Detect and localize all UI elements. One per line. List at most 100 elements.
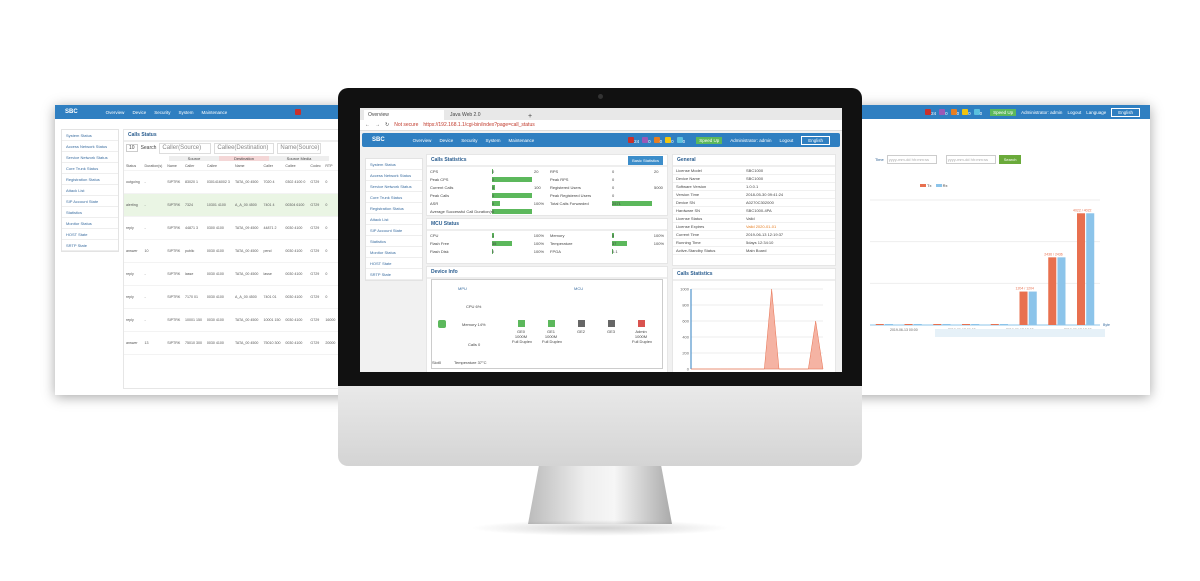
sidebar-item[interactable]: Statistics xyxy=(62,207,118,218)
table-row[interactable]: reply - SIPTRK 44871 3 0300 4100 TATA_09 4500… xyxy=(124,216,355,240)
column-header[interactable]: Callee xyxy=(204,162,233,171)
sidebar-item[interactable]: Service Network Status xyxy=(62,152,118,163)
table-row[interactable]: reply - SIPTRK 7170 01 0030 4100 A_A_00 4500 7… xyxy=(124,285,355,309)
alarm-icon[interactable] xyxy=(295,108,302,116)
table-row[interactable]: answer 13 SIPTRK 75010 300 0030 4100 TATA_00 … xyxy=(124,331,355,355)
sidebar-item[interactable]: SRTP State xyxy=(366,269,422,280)
alarm-badge[interactable]: 0 xyxy=(653,136,662,144)
port-admin[interactable]: Admin 1000M Full Duplex xyxy=(632,320,652,344)
column-header[interactable]: Name xyxy=(232,162,262,171)
language-select[interactable]: English xyxy=(1111,107,1140,117)
table-cell: 7170 01 xyxy=(182,285,205,309)
tab-java[interactable]: Java Web 2.0 xyxy=(450,112,481,118)
nav-security[interactable]: Security xyxy=(461,137,478,143)
sidebar-item[interactable]: Service Network Status xyxy=(366,181,422,192)
page-size-select[interactable]: 10 xyxy=(126,144,138,152)
stat-label: FPGA xyxy=(550,248,561,254)
table-cell: 0030 4100 xyxy=(283,239,309,263)
table-row[interactable]: answer 10 SIPTRK public 0030 4100 TATA_00 450… xyxy=(124,239,355,263)
alarm-icon xyxy=(676,136,683,143)
filter-name[interactable]: Name(Source) xyxy=(277,142,322,154)
port-ge2[interactable]: GE2 xyxy=(572,320,590,344)
sidebar-item[interactable]: HOST State xyxy=(366,258,422,269)
query-button[interactable]: Search xyxy=(998,155,1022,164)
url-field[interactable]: https://192.168.1.1/cgi-bin/index?page=c… xyxy=(423,122,535,128)
speedup-button[interactable]: Speed Up xyxy=(990,108,1017,116)
column-header[interactable]: RTP xyxy=(323,162,338,171)
sidebar-item[interactable]: Monitor Status xyxy=(366,247,422,258)
sidebar-item[interactable]: Registration Status xyxy=(366,203,422,214)
alarm-badge[interactable]: 0 xyxy=(642,136,651,144)
sidebar-item[interactable]: Attack List xyxy=(366,214,422,225)
new-tab-button[interactable]: + xyxy=(528,113,533,120)
logout-link[interactable]: Logout xyxy=(1067,109,1082,115)
sidebar-item[interactable]: Attack List xyxy=(62,185,118,196)
port-ge3[interactable]: GE3 xyxy=(602,320,620,344)
filter-callee[interactable]: Callee(Destination) xyxy=(214,142,275,154)
alarm-badge[interactable]: 0 xyxy=(950,108,959,116)
nav-maintenance[interactable]: Maintenance xyxy=(508,137,535,143)
alarm-icons[interactable]: 24 0 0 0 0 xyxy=(925,108,985,116)
sidebar-item[interactable]: Registration Status xyxy=(62,174,118,185)
nav-maintenance[interactable]: Maintenance xyxy=(201,109,228,115)
speedup-button[interactable]: Speed Up xyxy=(696,136,723,144)
nav-device[interactable]: Device xyxy=(132,109,147,115)
basic-statistics-button[interactable]: Basic Statistics xyxy=(628,156,663,165)
nav-overview[interactable]: Overview xyxy=(105,109,125,115)
filter-caller[interactable]: Caller(Source) xyxy=(159,142,212,154)
general-row: Software Version 1.0.0.1 xyxy=(673,183,835,191)
column-header[interactable]: Caller xyxy=(182,162,205,171)
sidebar-item[interactable]: System Status xyxy=(366,159,422,170)
table-row[interactable]: outgoing - SIPTRK 83020 1 0301416002 3 TATA_0… xyxy=(124,170,355,194)
tab-overview[interactable]: Overview xyxy=(364,110,444,120)
table-row[interactable]: reply - SIPTRK lasse 0030 4100 TATA_00 4500 la… xyxy=(124,262,355,286)
port-ge0[interactable]: GE0 1000M Full Duplex xyxy=(512,320,532,344)
alarm-badge[interactable]: 0 xyxy=(939,108,948,116)
table-row[interactable]: alerting - SIPTRK 7324 10301 4100 A_A_00 4500… xyxy=(124,193,355,217)
sidebar-item[interactable]: Access Network Status xyxy=(62,141,118,152)
alarm-badge[interactable]: 0 xyxy=(665,136,674,144)
alarm-badge[interactable]: 24 xyxy=(925,108,936,116)
table-cell: 7324 xyxy=(182,193,205,217)
alarm-badge[interactable]: 24 xyxy=(628,136,639,144)
sidebar-item[interactable]: Statistics xyxy=(366,236,422,247)
table-cell: - xyxy=(142,262,166,286)
table-row[interactable]: reply - SIPTRK 10001 150 0030 4100 TATA_00 45… xyxy=(124,308,355,332)
sidebar-item[interactable]: Monitor Status xyxy=(62,218,118,229)
sidebar-item[interactable]: Core Trunk Status xyxy=(62,163,118,174)
nav-overview[interactable]: Overview xyxy=(412,137,432,143)
sidebar-item[interactable]: HOST State xyxy=(62,229,118,240)
chart-zoom-slider[interactable] xyxy=(935,329,1105,337)
back-icon[interactable]: ← xyxy=(365,122,370,128)
sidebar-item[interactable]: SIP Account State xyxy=(62,196,118,207)
sidebar-item[interactable]: Core Trunk Status xyxy=(366,192,422,203)
alarm-badge[interactable]: 0 xyxy=(676,136,685,144)
nav-system[interactable]: System xyxy=(178,109,194,115)
nav-system[interactable]: System xyxy=(485,137,501,143)
start-time-input[interactable]: yyyy-mm-dd hh:mm:ss xyxy=(886,155,937,164)
forward-icon[interactable]: → xyxy=(375,122,380,128)
reload-icon[interactable]: ↻ xyxy=(385,122,390,128)
column-header[interactable]: Caller xyxy=(261,162,284,171)
section-title: MCU Status xyxy=(427,219,667,231)
column-header[interactable]: Duration(s) xyxy=(142,162,166,171)
column-header[interactable]: Name xyxy=(165,162,183,171)
language-select[interactable]: English xyxy=(801,135,830,145)
nav-device[interactable]: Device xyxy=(439,137,454,143)
column-header[interactable]: Codec xyxy=(308,162,324,171)
column-header[interactable]: Callee xyxy=(283,162,309,171)
sidebar-item[interactable]: System Status xyxy=(62,130,118,141)
alarm-badge[interactable]: 0 xyxy=(973,108,982,116)
nav-security[interactable]: Security xyxy=(154,109,171,115)
port-ge1[interactable]: GE1 1000M Full Duplex xyxy=(542,320,562,344)
logout-link[interactable]: Logout xyxy=(779,137,794,143)
column-header[interactable]: Status xyxy=(124,162,143,171)
alarm-badge[interactable]: 0 xyxy=(962,108,971,116)
table-cell: G729 xyxy=(308,331,324,355)
end-time-input[interactable]: yyyy-mm-dd hh:mm:ss xyxy=(945,155,996,164)
sidebar-item[interactable]: SIP Account State xyxy=(366,225,422,236)
sidebar-item[interactable]: SRTP State xyxy=(62,240,118,251)
sidebar-item[interactable]: Access Network Status xyxy=(366,170,422,181)
alarm-icons[interactable]: 24 0 0 0 0 xyxy=(628,136,688,144)
table-cell: lasse xyxy=(261,262,284,286)
